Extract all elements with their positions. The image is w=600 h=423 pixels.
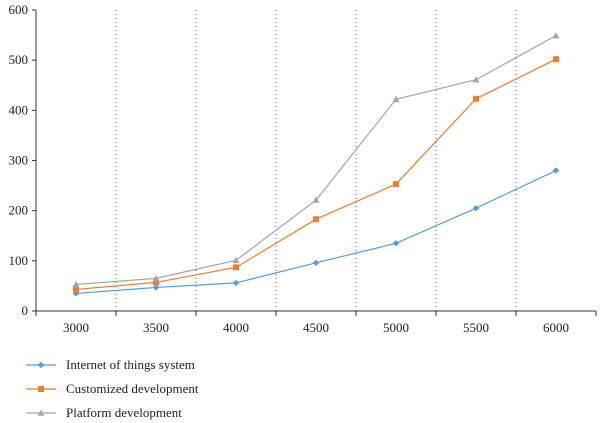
legend-item-customized-development: Customized development [26,381,199,396]
data-point-customized-development [313,216,319,223]
data-point-internet-of-things-system [312,259,320,267]
series-lines [72,32,560,297]
data-point-platform-development [152,274,160,282]
data-point-customized-development [233,264,239,271]
x-tick-label: 5000 [383,320,409,335]
y-axis-ticks: 0 100 200 300 400 500 600 [9,2,36,318]
x-tick-label: 3000 [63,320,89,335]
y-tick-label: 200 [9,203,29,218]
data-point-platform-development [392,95,400,103]
legend: Internet of things system Customized deve… [26,357,199,420]
y-tick-label: 600 [9,2,29,17]
data-point-platform-development [232,256,240,264]
data-point-internet-of-things-system [152,284,160,291]
y-tick-label: 400 [9,102,29,117]
x-tick-label: 6000 [543,320,569,335]
series-line-internet-of-things-system [75,169,557,295]
legend-marker [37,409,45,416]
data-point-customized-development [473,95,479,102]
data-point-customized-development [393,181,399,188]
y-tick-label: 100 [9,253,29,268]
series-line-platform-development [75,35,557,286]
data-point-platform-development [72,280,80,288]
data-point-customized-development [153,279,159,286]
series-line-customized-development [75,58,557,291]
x-tick-label: 4500 [303,320,329,335]
legend-label: Internet of things system [66,357,195,372]
legend-label: Customized development [66,381,199,396]
data-point-customized-development [553,56,559,63]
data-point-platform-development [472,76,480,83]
x-tick-label: 4000 [223,320,249,335]
x-axis-ticks: 3000 3500 4000 4500 5000 5500 6000 [35,311,597,335]
legend-item-platform-development: Platform development [26,405,182,420]
legend-marker [37,361,45,369]
y-tick-label: 0 [22,303,29,318]
y-tick-label: 300 [9,153,29,168]
data-point-internet-of-things-system [392,240,400,247]
data-point-internet-of-things-system [552,167,560,174]
data-point-platform-development [552,32,560,39]
x-tick-label: 5500 [463,320,489,335]
y-tick-label: 500 [9,52,29,67]
data-point-platform-development [312,196,320,203]
x-tick-label: 3500 [143,320,169,335]
data-point-internet-of-things-system [232,279,240,287]
data-point-customized-development [73,286,79,293]
legend-item-internet-of-things-system: Internet of things system [26,357,195,372]
data-point-internet-of-things-system [472,204,480,212]
legend-marker [38,386,44,392]
legend-label: Platform development [66,405,182,420]
